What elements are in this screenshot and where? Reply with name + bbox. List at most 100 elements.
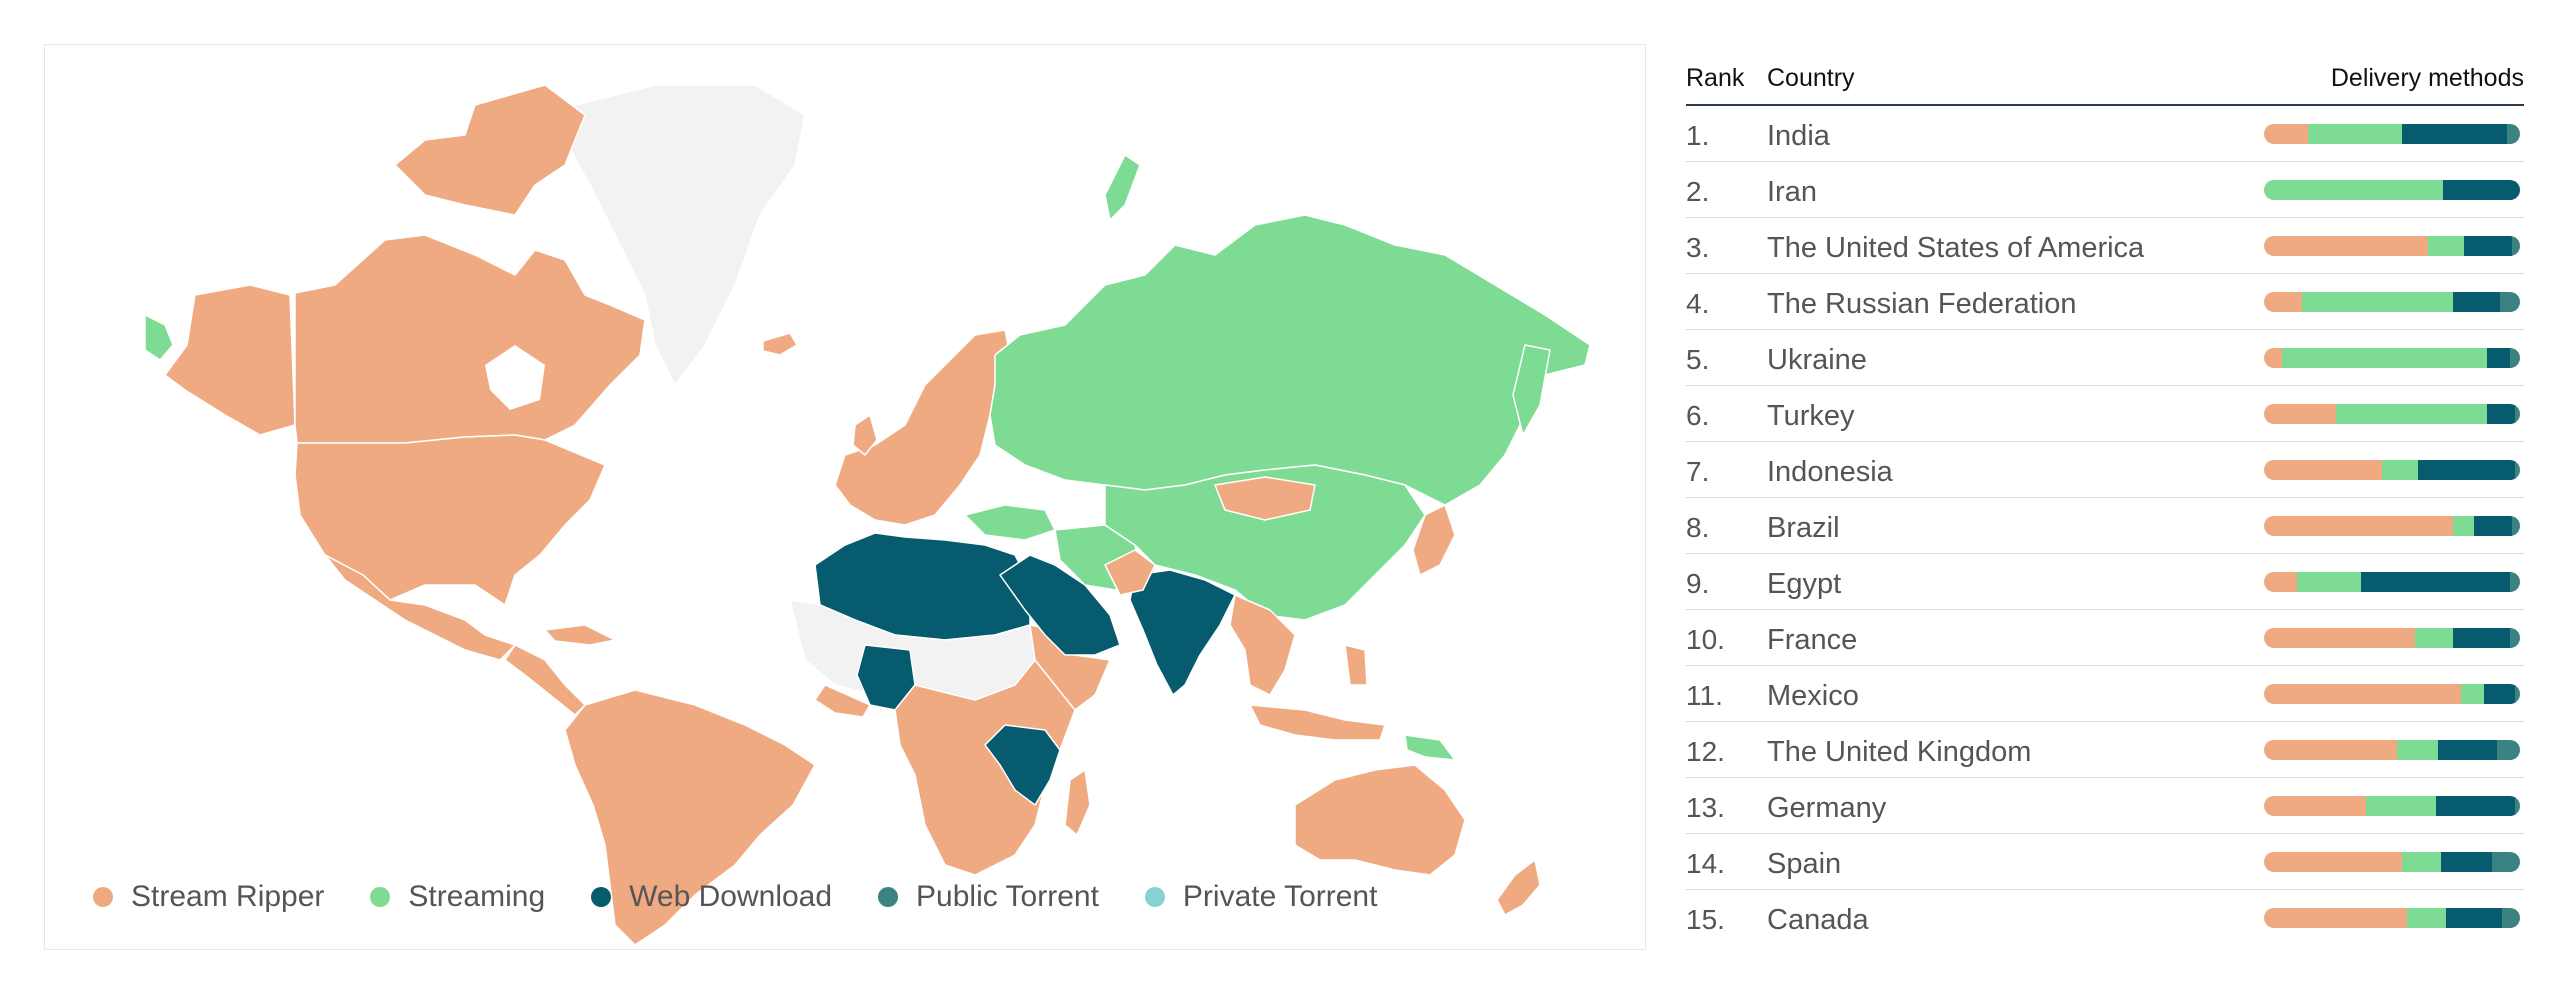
delivery-methods-bar[interactable]: [2264, 628, 2520, 648]
region-central-america[interactable]: [504, 644, 586, 716]
region-canada[interactable]: [294, 234, 646, 444]
delivery-methods-bar[interactable]: [2264, 572, 2520, 592]
delivery-methods-bar[interactable]: [2264, 236, 2520, 256]
table-row[interactable]: 6. Turkey: [1686, 386, 2524, 442]
table-row[interactable]: 12. The United Kingdom: [1686, 722, 2524, 778]
region-pakistan[interactable]: [1104, 549, 1156, 596]
table-row[interactable]: 7. Indonesia: [1686, 442, 2524, 498]
table-row[interactable]: 10. France: [1686, 610, 2524, 666]
region-mongolia[interactable]: [1214, 476, 1316, 521]
table-row[interactable]: 8. Brazil: [1686, 498, 2524, 554]
region-alaska[interactable]: [164, 284, 296, 436]
bar-segment-web-download: [2443, 180, 2520, 200]
rank-cell: 5.: [1686, 344, 1710, 375]
region-kamchatka[interactable]: [1512, 344, 1551, 436]
delivery-methods-bar[interactable]: [2264, 516, 2520, 536]
region-south-america[interactable]: [564, 689, 816, 946]
table-row[interactable]: 1. India: [1686, 106, 2524, 162]
region-new-zealand[interactable]: [1496, 859, 1541, 916]
region-arctic-islands[interactable]: [1104, 154, 1141, 221]
header-rank[interactable]: Rank: [1686, 64, 1745, 92]
bar-segment-stream-ripper: [2264, 292, 2303, 312]
delivery-methods-bar[interactable]: [2264, 684, 2520, 704]
legend-dot-icon: [591, 887, 612, 907]
table-row[interactable]: 15. Canada: [1686, 890, 2524, 946]
region-australia[interactable]: [1294, 764, 1466, 876]
region-mexico[interactable]: [324, 554, 516, 661]
world-map-panel: Stream Ripper Streaming Web Download Public…: [44, 44, 1646, 950]
table-row[interactable]: 5. Ukraine: [1686, 330, 2524, 386]
delivery-methods-bar[interactable]: [2264, 180, 2520, 200]
legend-item-web-download[interactable]: Web Download: [591, 880, 832, 914]
region-turkey[interactable]: [964, 504, 1056, 541]
bar-segment-web-download: [2445, 908, 2503, 928]
table-row[interactable]: 11. Mexico: [1686, 666, 2524, 722]
region-japan[interactable]: [1412, 504, 1456, 576]
region-philippines[interactable]: [1344, 644, 1368, 686]
delivery-methods-bar[interactable]: [2264, 460, 2520, 480]
delivery-methods-bar[interactable]: [2264, 348, 2520, 368]
region-arabia[interactable]: [999, 554, 1121, 656]
bar-segment-web-download: [2435, 796, 2515, 816]
legend-item-stream-ripper[interactable]: Stream Ripper: [93, 880, 324, 914]
region-southeast-asia[interactable]: [1229, 594, 1296, 696]
region-russia[interactable]: [989, 214, 1591, 506]
table-row[interactable]: 13. Germany: [1686, 778, 2524, 834]
bar-segment-public-torrent: [2509, 572, 2520, 592]
table-row[interactable]: 3. The United States of America: [1686, 218, 2524, 274]
table-row[interactable]: 4. The Russian Federation: [1686, 274, 2524, 330]
bar-segment-stream-ripper: [2264, 460, 2382, 480]
bar-segment-public-torrent: [2514, 684, 2520, 704]
country-cell: The Russian Federation: [1767, 288, 2077, 320]
legend-label: Public Torrent: [916, 880, 1099, 913]
bar-segment-public-torrent: [2499, 292, 2520, 312]
delivery-methods-bar[interactable]: [2264, 292, 2520, 312]
region-usa[interactable]: [294, 434, 606, 606]
bar-segment-public-torrent: [2512, 236, 2520, 256]
legend-item-streaming[interactable]: Streaming: [370, 880, 545, 914]
bar-segment-web-download: [2453, 292, 2500, 312]
region-greenland[interactable]: [564, 84, 806, 386]
bar-segment-web-download: [2440, 852, 2492, 872]
delivery-methods-bar[interactable]: [2264, 740, 2520, 760]
country-cell: Mexico: [1767, 680, 1859, 712]
table-row[interactable]: 14. Spain: [1686, 834, 2524, 890]
bar-segment-web-download: [2486, 348, 2510, 368]
region-india[interactable]: [1129, 569, 1236, 696]
region-iceland[interactable]: [762, 332, 798, 356]
bar-segment-public-torrent: [2514, 460, 2520, 480]
legend-item-private-torrent[interactable]: Private Torrent: [1144, 880, 1377, 914]
delivery-methods-bar[interactable]: [2264, 404, 2520, 424]
bar-segment-streaming: [2427, 236, 2464, 256]
bar-segment-streaming: [2264, 180, 2444, 200]
region-canada-arctic[interactable]: [394, 84, 586, 216]
table-row[interactable]: 9. Egypt: [1686, 554, 2524, 610]
region-indonesia[interactable]: [1249, 704, 1386, 741]
header-country[interactable]: Country: [1767, 64, 1855, 92]
region-chukotka[interactable]: [144, 314, 174, 361]
region-west-africa-coast[interactable]: [814, 684, 871, 718]
region-caribbean[interactable]: [544, 624, 616, 646]
region-png[interactable]: [1404, 734, 1456, 761]
legend-label: Web Download: [629, 880, 833, 913]
bar-segment-web-download: [2473, 516, 2513, 536]
bar-segment-stream-ripper: [2264, 516, 2454, 536]
country-cell: Indonesia: [1767, 456, 1893, 488]
region-china[interactable]: [1104, 464, 1426, 621]
legend-item-public-torrent[interactable]: Public Torrent: [878, 880, 1099, 914]
region-madagascar[interactable]: [1064, 769, 1091, 836]
bar-segment-public-torrent: [2496, 740, 2520, 760]
region-uk[interactable]: [852, 414, 878, 456]
delivery-methods-bar[interactable]: [2264, 908, 2520, 928]
table-row[interactable]: 2. Iran: [1686, 162, 2524, 218]
rank-cell: 13.: [1686, 792, 1725, 823]
bar-segment-web-download: [2361, 572, 2510, 592]
region-east-africa[interactable]: [984, 724, 1061, 806]
delivery-methods-bar[interactable]: [2264, 852, 2520, 872]
delivery-methods-bar[interactable]: [2264, 124, 2520, 144]
bar-segment-streaming: [2415, 628, 2454, 648]
bar-segment-public-torrent: [2491, 852, 2520, 872]
header-delivery-methods[interactable]: Delivery methods: [2330, 64, 2524, 92]
country-cell: Canada: [1767, 904, 1869, 936]
delivery-methods-bar[interactable]: [2264, 796, 2520, 816]
